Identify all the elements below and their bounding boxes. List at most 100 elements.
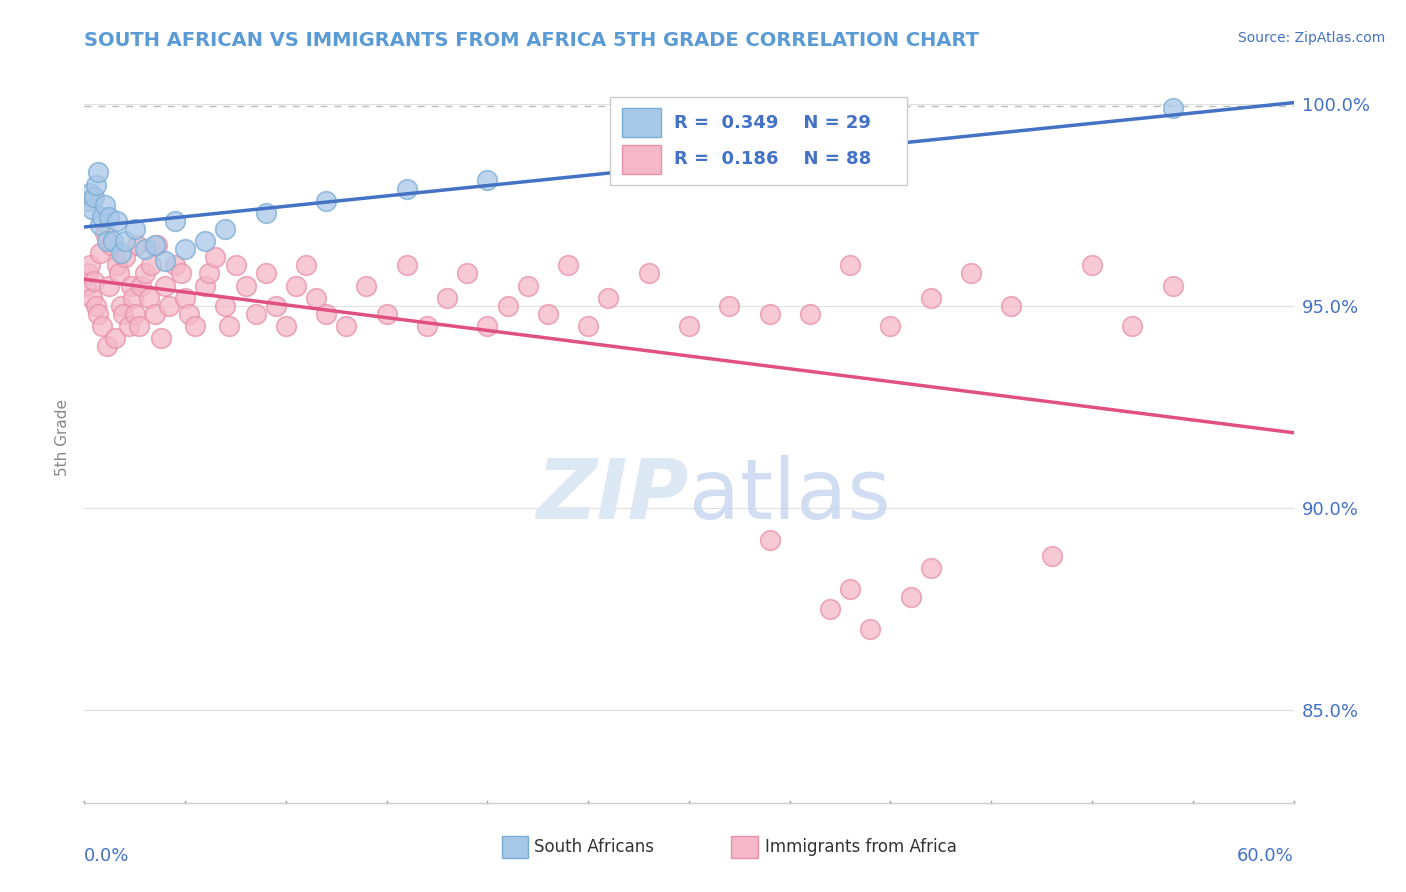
Point — [218, 318, 240, 333]
Point — [285, 278, 308, 293]
Point — [96, 339, 118, 353]
Point — [477, 173, 499, 187]
Point — [1000, 299, 1022, 313]
Point — [91, 210, 114, 224]
Point — [77, 267, 100, 281]
Point — [557, 258, 579, 272]
Point — [295, 258, 318, 272]
Point — [920, 291, 942, 305]
Point — [456, 267, 478, 281]
Point — [110, 246, 132, 260]
Text: Immigrants from Africa: Immigrants from Africa — [765, 838, 957, 855]
FancyBboxPatch shape — [731, 836, 758, 858]
Point — [153, 254, 176, 268]
Point — [416, 318, 439, 333]
Point — [678, 318, 700, 333]
Point — [637, 267, 659, 281]
Point — [129, 278, 152, 293]
Point — [598, 291, 620, 305]
Point — [395, 258, 418, 272]
Point — [124, 222, 146, 236]
Point — [104, 331, 127, 345]
Point — [79, 258, 101, 272]
Point — [105, 258, 128, 272]
Point — [77, 194, 100, 208]
Point — [79, 186, 101, 200]
Point — [89, 246, 111, 260]
Point — [101, 234, 124, 248]
Point — [149, 331, 172, 345]
Point — [110, 299, 132, 313]
Point — [395, 181, 418, 195]
Point — [839, 582, 862, 596]
Point — [179, 307, 201, 321]
Point — [477, 318, 499, 333]
Point — [198, 267, 221, 281]
Point — [89, 218, 111, 232]
Point — [93, 198, 115, 212]
Point — [305, 291, 328, 305]
Point — [114, 234, 136, 248]
Point — [97, 278, 120, 293]
Point — [143, 307, 166, 321]
Point — [82, 291, 104, 305]
Point — [335, 318, 357, 333]
Point — [157, 299, 180, 313]
Point — [97, 210, 120, 224]
Point — [225, 258, 247, 272]
Point — [143, 238, 166, 252]
Text: 60.0%: 60.0% — [1237, 847, 1294, 864]
Point — [879, 318, 901, 333]
Point — [537, 307, 560, 321]
Text: atlas: atlas — [689, 455, 890, 536]
Point — [920, 561, 942, 575]
Point — [194, 234, 217, 248]
Point — [1161, 278, 1184, 293]
Point — [125, 238, 148, 252]
Point — [718, 299, 741, 313]
Point — [86, 178, 108, 192]
Text: R =  0.349    N = 29: R = 0.349 N = 29 — [675, 113, 872, 131]
Point — [576, 318, 599, 333]
Point — [900, 590, 922, 604]
Point — [214, 299, 236, 313]
Point — [87, 165, 110, 179]
Point — [960, 267, 983, 281]
Point — [111, 307, 134, 321]
Point — [105, 214, 128, 228]
Point — [96, 234, 118, 248]
Point — [315, 194, 337, 208]
Point — [1121, 318, 1143, 333]
Point — [138, 291, 160, 305]
Point — [204, 250, 226, 264]
Point — [254, 206, 277, 220]
Point — [758, 533, 780, 548]
Point — [134, 242, 156, 256]
Text: R =  0.186    N = 88: R = 0.186 N = 88 — [675, 150, 872, 168]
Point — [114, 250, 136, 264]
Point — [264, 299, 287, 313]
Point — [82, 202, 104, 216]
Point — [86, 299, 108, 313]
FancyBboxPatch shape — [623, 145, 661, 174]
Point — [315, 307, 337, 321]
Point — [165, 214, 187, 228]
Point — [356, 278, 378, 293]
Point — [107, 267, 129, 281]
Point — [184, 318, 207, 333]
Point — [93, 226, 115, 240]
Text: ZIP: ZIP — [536, 455, 689, 536]
Point — [134, 267, 156, 281]
Point — [496, 299, 519, 313]
Point — [87, 307, 110, 321]
Point — [1040, 549, 1063, 564]
FancyBboxPatch shape — [610, 97, 907, 185]
FancyBboxPatch shape — [502, 836, 529, 858]
Point — [245, 307, 267, 321]
Point — [124, 307, 146, 321]
Point — [174, 291, 197, 305]
Text: 0.0%: 0.0% — [84, 847, 129, 864]
Point — [214, 222, 236, 236]
Text: Source: ZipAtlas.com: Source: ZipAtlas.com — [1237, 31, 1385, 45]
Point — [91, 318, 114, 333]
